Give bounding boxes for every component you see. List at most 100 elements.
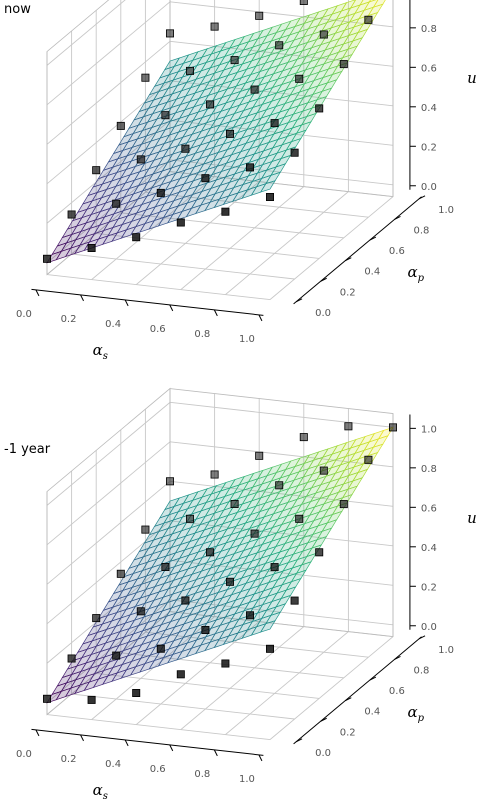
p0-x-tick-label: 0.6 — [150, 324, 166, 335]
p0-x-tick — [124, 299, 129, 307]
p0-data-point — [245, 163, 254, 172]
p1-x-tick-label: 0.4 — [105, 759, 121, 770]
p1-x-tick — [35, 729, 40, 737]
p0-z-tick-label: 0.2 — [421, 142, 437, 153]
p0-x-axis-label: αs — [93, 341, 108, 362]
p1-data-point — [255, 451, 264, 460]
p0-data-point — [87, 243, 96, 252]
p0-z-tick-label: 0.6 — [421, 63, 437, 74]
p1-back-gridline-h — [169, 599, 394, 626]
p1-x-tick-label: 1.0 — [239, 774, 255, 785]
p1-y-tick — [369, 676, 377, 681]
p0-data-point — [132, 233, 141, 242]
p0-data-point — [165, 29, 174, 38]
p1-y-tick-label: 0.6 — [389, 686, 405, 697]
p0-x-tick-label: 0.2 — [61, 314, 77, 325]
p1-pane-edge — [46, 387, 171, 716]
p1-floor-gridline-y — [145, 631, 369, 658]
p0-title: now — [4, 2, 31, 17]
panel-1: 0.0 0.2 0.4 0.6 0.8 1.0 0.0 0.2 0.4 0.6 0.8 1.0 0.0 0… — [4, 387, 477, 802]
p0-surface-cell — [259, 180, 276, 193]
p1-data-point — [230, 499, 239, 508]
p0-y-tick — [369, 236, 377, 241]
p1-data-point — [319, 466, 328, 475]
p0-data-point — [141, 73, 150, 82]
p1-floor-gridline-y — [96, 672, 320, 699]
p1-y-tick — [295, 738, 303, 743]
p1-data-point — [156, 644, 165, 653]
p0-data-point — [319, 30, 328, 39]
p1-x-tick-label: 0.6 — [150, 764, 166, 775]
p0-floor-gridline-y — [71, 253, 295, 280]
p0-data-point — [210, 22, 219, 31]
p0-data-point — [136, 155, 145, 164]
p0-data-point — [156, 188, 165, 197]
p1-grid — [46, 387, 394, 741]
p0-data-point — [339, 60, 348, 69]
p0-x-tick — [169, 304, 174, 312]
p1-back-gridline-h — [169, 441, 394, 468]
p0-pane-edge — [46, 0, 171, 276]
p1-data-point — [205, 548, 214, 557]
p1-back-gridline-h — [169, 559, 394, 586]
p0-data-point — [250, 85, 259, 94]
p0-x-tick-label: 1.0 — [239, 334, 255, 345]
p0-side-gridline-h — [46, 80, 171, 185]
p0-x-tick — [35, 289, 40, 297]
p0-y-tick-label: 0.8 — [414, 225, 430, 236]
p1-floor-gridline-y — [120, 652, 344, 679]
p1-x-tick — [124, 739, 129, 747]
p1-data-point — [299, 433, 308, 442]
p0-side-gridline-h — [46, 40, 171, 145]
p0-floor-gridline-y — [120, 212, 344, 239]
p1-title: -1 year — [4, 442, 51, 457]
p0-data-point — [205, 100, 214, 109]
p0-y-axis-line — [293, 196, 422, 305]
p1-side-gridline-h — [46, 480, 171, 585]
p0-data-point — [299, 0, 308, 5]
p0-x-tick — [213, 309, 218, 317]
p1-y-axis-line — [293, 636, 422, 745]
p1-floor-gridline-x — [269, 636, 394, 740]
p1-scatter — [43, 422, 397, 704]
p1-side-gridline-h — [46, 559, 171, 664]
p0-z-tick-label: 0.4 — [421, 103, 437, 114]
p0-data-point — [364, 15, 373, 24]
p0-data-point — [116, 121, 125, 130]
p1-data-point — [67, 654, 76, 663]
p0-data-point — [315, 104, 324, 113]
p1-x-tick — [258, 754, 263, 762]
p0-axes: 0.0 0.2 0.4 0.6 0.8 1.0 0.0 0.2 0.4 0.6 0.8 1.0 0.0 0… — [16, 0, 477, 362]
p1-data-point — [221, 659, 230, 668]
p1-back-gridline-h — [169, 401, 394, 428]
p0-z-tick-label: 0.0 — [421, 182, 437, 193]
p0-surface — [46, 0, 386, 264]
p1-data-point — [270, 563, 279, 572]
p0-z-axis-label: u — [467, 69, 477, 87]
p1-data-point — [43, 694, 52, 703]
p1-data-point — [176, 670, 185, 679]
p1-data-point — [92, 614, 101, 623]
p1-floor-gridline-x — [180, 626, 305, 730]
p0-data-point — [295, 74, 304, 83]
p1-data-point — [344, 422, 353, 431]
p0-data-point — [255, 11, 264, 20]
p1-z-tick-label: 1.0 — [421, 424, 437, 435]
p1-x-tick-label: 0.2 — [61, 754, 77, 765]
p0-back-gridline-h — [169, 159, 394, 186]
p0-data-point — [201, 174, 210, 183]
p0-data-point — [221, 207, 230, 216]
p1-surface — [46, 426, 394, 704]
p0-floor-gridline-y — [46, 274, 271, 301]
p1-floor-gridline-x — [135, 621, 260, 725]
p1-y-axis-label: αp — [407, 703, 424, 724]
p1-data-point — [290, 596, 299, 605]
p1-data-point — [181, 596, 190, 605]
p1-side-gridline-h — [46, 441, 171, 546]
p1-data-point — [265, 644, 274, 653]
p1-y-tick — [394, 656, 401, 660]
p1-x-tick — [80, 734, 84, 742]
p1-data-point — [201, 626, 210, 635]
p1-data-point — [388, 423, 397, 432]
